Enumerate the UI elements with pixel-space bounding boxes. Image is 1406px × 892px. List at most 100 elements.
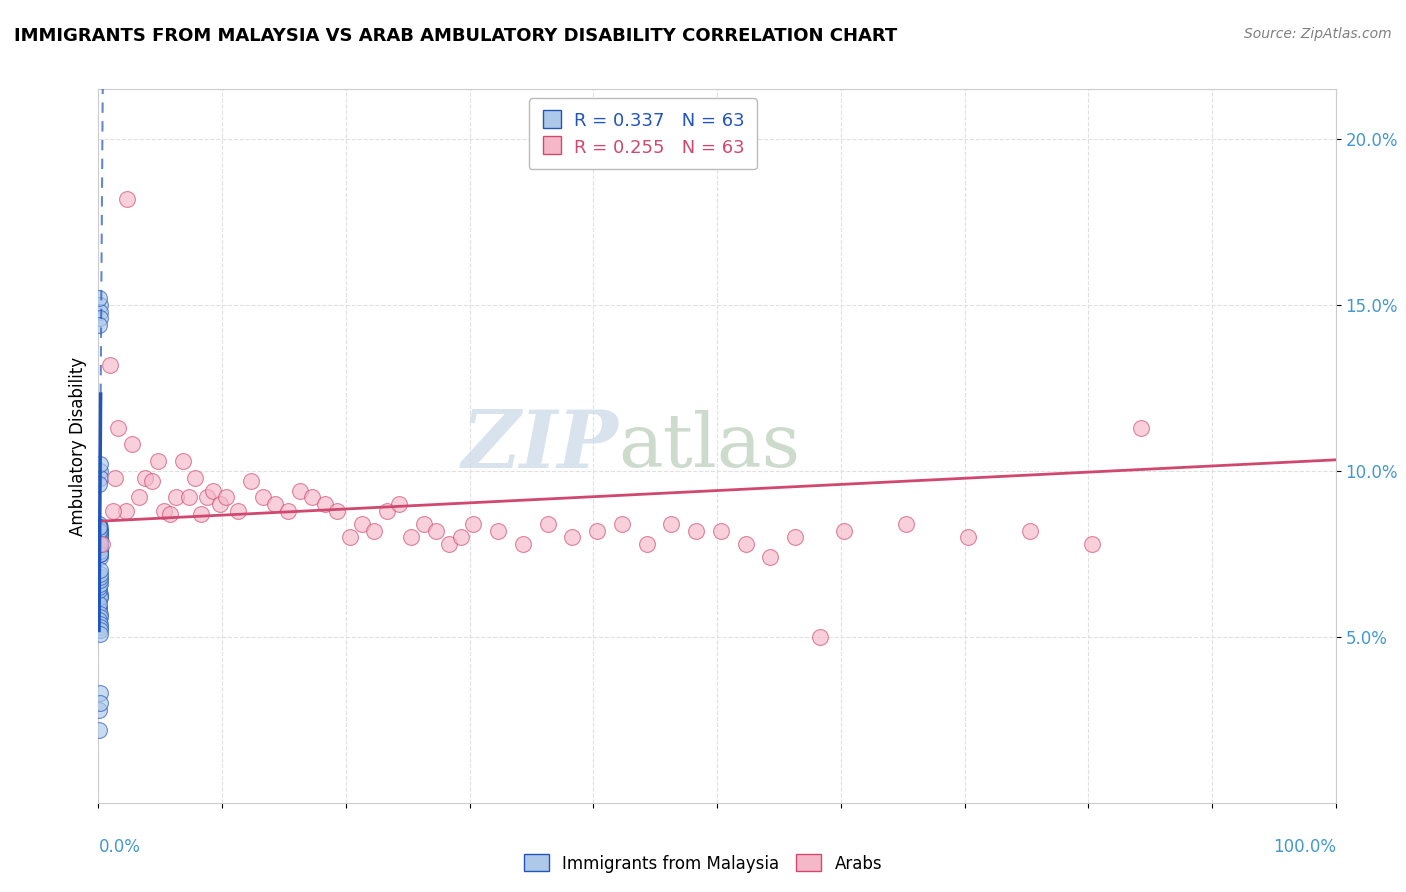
Point	[89, 543, 111, 558]
Point	[89, 590, 111, 604]
Point	[586, 524, 609, 538]
Point	[115, 192, 138, 206]
Point	[89, 603, 111, 617]
Point	[89, 530, 111, 544]
Point	[89, 524, 111, 538]
Point	[134, 470, 156, 484]
Point	[146, 454, 169, 468]
Point	[710, 524, 733, 538]
Point	[89, 304, 111, 318]
Point	[89, 520, 111, 534]
Point	[486, 524, 509, 538]
Point	[759, 550, 782, 565]
Text: Source: ZipAtlas.com: Source: ZipAtlas.com	[1244, 27, 1392, 41]
Point	[89, 537, 111, 551]
Point	[184, 470, 207, 484]
Point	[98, 358, 121, 372]
Point	[536, 516, 558, 531]
Point	[89, 298, 111, 312]
Point	[89, 587, 111, 601]
Text: IMMIGRANTS FROM MALAYSIA VS ARAB AMBULATORY DISABILITY CORRELATION CHART: IMMIGRANTS FROM MALAYSIA VS ARAB AMBULAT…	[14, 27, 897, 45]
Point	[783, 530, 806, 544]
Point	[89, 570, 111, 584]
Point	[239, 474, 262, 488]
Legend: R = 0.337   N = 63, R = 0.255   N = 63: R = 0.337 N = 63, R = 0.255 N = 63	[529, 98, 756, 169]
Point	[89, 597, 111, 611]
Point	[89, 540, 111, 554]
Point	[363, 524, 385, 538]
Point	[89, 624, 111, 638]
Point	[834, 524, 856, 538]
Point	[89, 530, 111, 544]
Point	[636, 537, 658, 551]
Point	[89, 524, 111, 538]
Point	[89, 616, 111, 631]
Point	[89, 527, 111, 541]
Point	[89, 530, 111, 544]
Text: 100.0%: 100.0%	[1272, 838, 1336, 856]
Point	[89, 580, 111, 594]
Point	[89, 516, 111, 531]
Point	[89, 610, 111, 624]
Point	[89, 477, 111, 491]
Point	[89, 318, 111, 332]
Point	[89, 537, 111, 551]
Point	[89, 520, 111, 534]
Point	[172, 454, 194, 468]
Point	[463, 516, 485, 531]
Point	[89, 457, 111, 471]
Point	[685, 524, 707, 538]
Point	[252, 491, 274, 505]
Point	[350, 516, 373, 531]
Point	[89, 524, 111, 538]
Point	[89, 311, 111, 326]
Point	[89, 543, 111, 558]
Point	[339, 530, 361, 544]
Point	[659, 516, 682, 531]
Point	[91, 537, 114, 551]
Point	[153, 504, 176, 518]
Point	[89, 464, 111, 478]
Point	[177, 491, 200, 505]
Point	[121, 437, 143, 451]
Point	[141, 474, 163, 488]
Point	[89, 537, 111, 551]
Point	[264, 497, 287, 511]
Point	[734, 537, 756, 551]
Point	[437, 537, 460, 551]
Point	[301, 491, 323, 505]
Point	[89, 686, 111, 700]
Text: ZIP: ZIP	[461, 408, 619, 484]
Point	[89, 723, 111, 737]
Point	[89, 583, 111, 598]
Point	[208, 497, 231, 511]
Point	[107, 421, 129, 435]
Point	[89, 574, 111, 588]
Point	[89, 576, 111, 591]
Point	[326, 504, 349, 518]
Point	[89, 599, 111, 614]
Point	[388, 497, 411, 511]
Point	[425, 524, 447, 538]
Point	[89, 626, 111, 640]
Text: atlas: atlas	[619, 409, 800, 483]
Point	[896, 516, 918, 531]
Point	[89, 540, 111, 554]
Point	[89, 533, 111, 548]
Point	[159, 507, 181, 521]
Point	[1019, 524, 1042, 538]
Point	[89, 564, 111, 578]
Text: 0.0%: 0.0%	[98, 838, 141, 856]
Point	[202, 483, 225, 498]
Point	[89, 547, 111, 561]
Point	[89, 547, 111, 561]
Point	[561, 530, 583, 544]
Point	[375, 504, 398, 518]
Point	[215, 491, 238, 505]
Point	[89, 620, 111, 634]
Point	[89, 520, 111, 534]
Point	[314, 497, 336, 511]
Point	[401, 530, 423, 544]
Point	[226, 504, 249, 518]
Point	[89, 520, 111, 534]
